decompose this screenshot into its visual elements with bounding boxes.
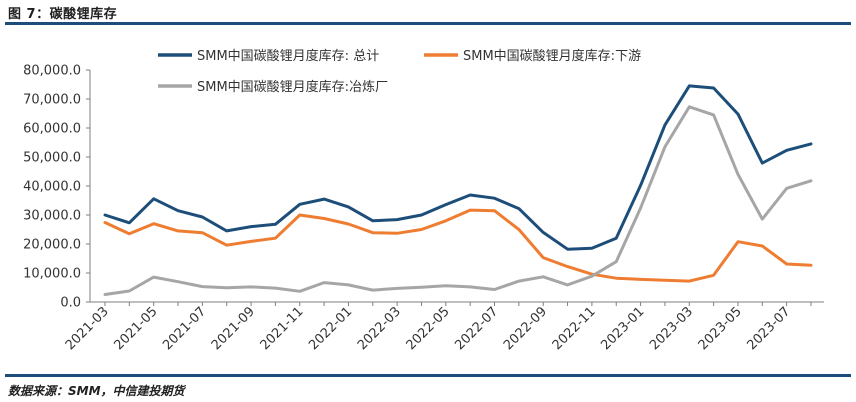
- legend-label-smelter: SMM中国碳酸锂月度库存:冶炼厂: [197, 79, 388, 95]
- x-tick-label: 2022-03: [355, 304, 404, 353]
- series-line-downstream: [103, 208, 813, 283]
- figure-title: 图 7：碳酸锂库存: [8, 7, 118, 22]
- legend-label-downstream: SMM中国碳酸锂月度库存:下游: [463, 48, 641, 64]
- y-tick-label: 60,000.0: [23, 122, 81, 137]
- x-tick-label: 2022-09: [501, 304, 550, 353]
- x-tick-label: 2022-05: [404, 304, 453, 353]
- x-tick-label: 2021-05: [111, 304, 160, 353]
- x-tick-label: 2023-07: [744, 304, 793, 353]
- x-tick-label: 2022-11: [550, 304, 599, 353]
- legend-label-total: SMM中国碳酸锂月度库存: 总计: [197, 48, 379, 64]
- y-tick-label: 50,000.0: [23, 151, 81, 166]
- x-tick-label: 2022-01: [306, 304, 355, 353]
- x-tick-label: 2023-05: [696, 304, 745, 353]
- source-note: 数据来源：SMM，中信建投期货: [8, 384, 185, 398]
- chart: 0.0 10,000.0 20,000.0 30,000.0 40,000.0 50,00…: [23, 48, 824, 353]
- y-tick-label: 40,000.0: [23, 180, 81, 195]
- series-line-total: [103, 84, 813, 251]
- series-line-smelter: [103, 105, 813, 296]
- bottom-rule: [5, 374, 851, 377]
- y-tick-label: 80,000.0: [23, 64, 81, 79]
- y-tick-label: 20,000.0: [23, 238, 81, 253]
- x-tick-label: 2021-11: [258, 304, 307, 353]
- x-tick-label: 2021-07: [160, 304, 209, 353]
- x-tick-label: 2021-03: [63, 304, 112, 353]
- y-tick-label: 10,000.0: [23, 267, 81, 282]
- x-tick-label: 2021-09: [209, 304, 258, 353]
- y-tick-label: 30,000.0: [23, 209, 81, 224]
- top-rule: [5, 22, 851, 25]
- x-tick-label: 2023-01: [598, 304, 647, 353]
- y-tick-label: 70,000.0: [23, 93, 81, 108]
- x-tick-label: 2023-03: [647, 304, 696, 353]
- x-tick-label: 2022-07: [452, 304, 501, 353]
- y-tick-label: 0.0: [60, 296, 81, 311]
